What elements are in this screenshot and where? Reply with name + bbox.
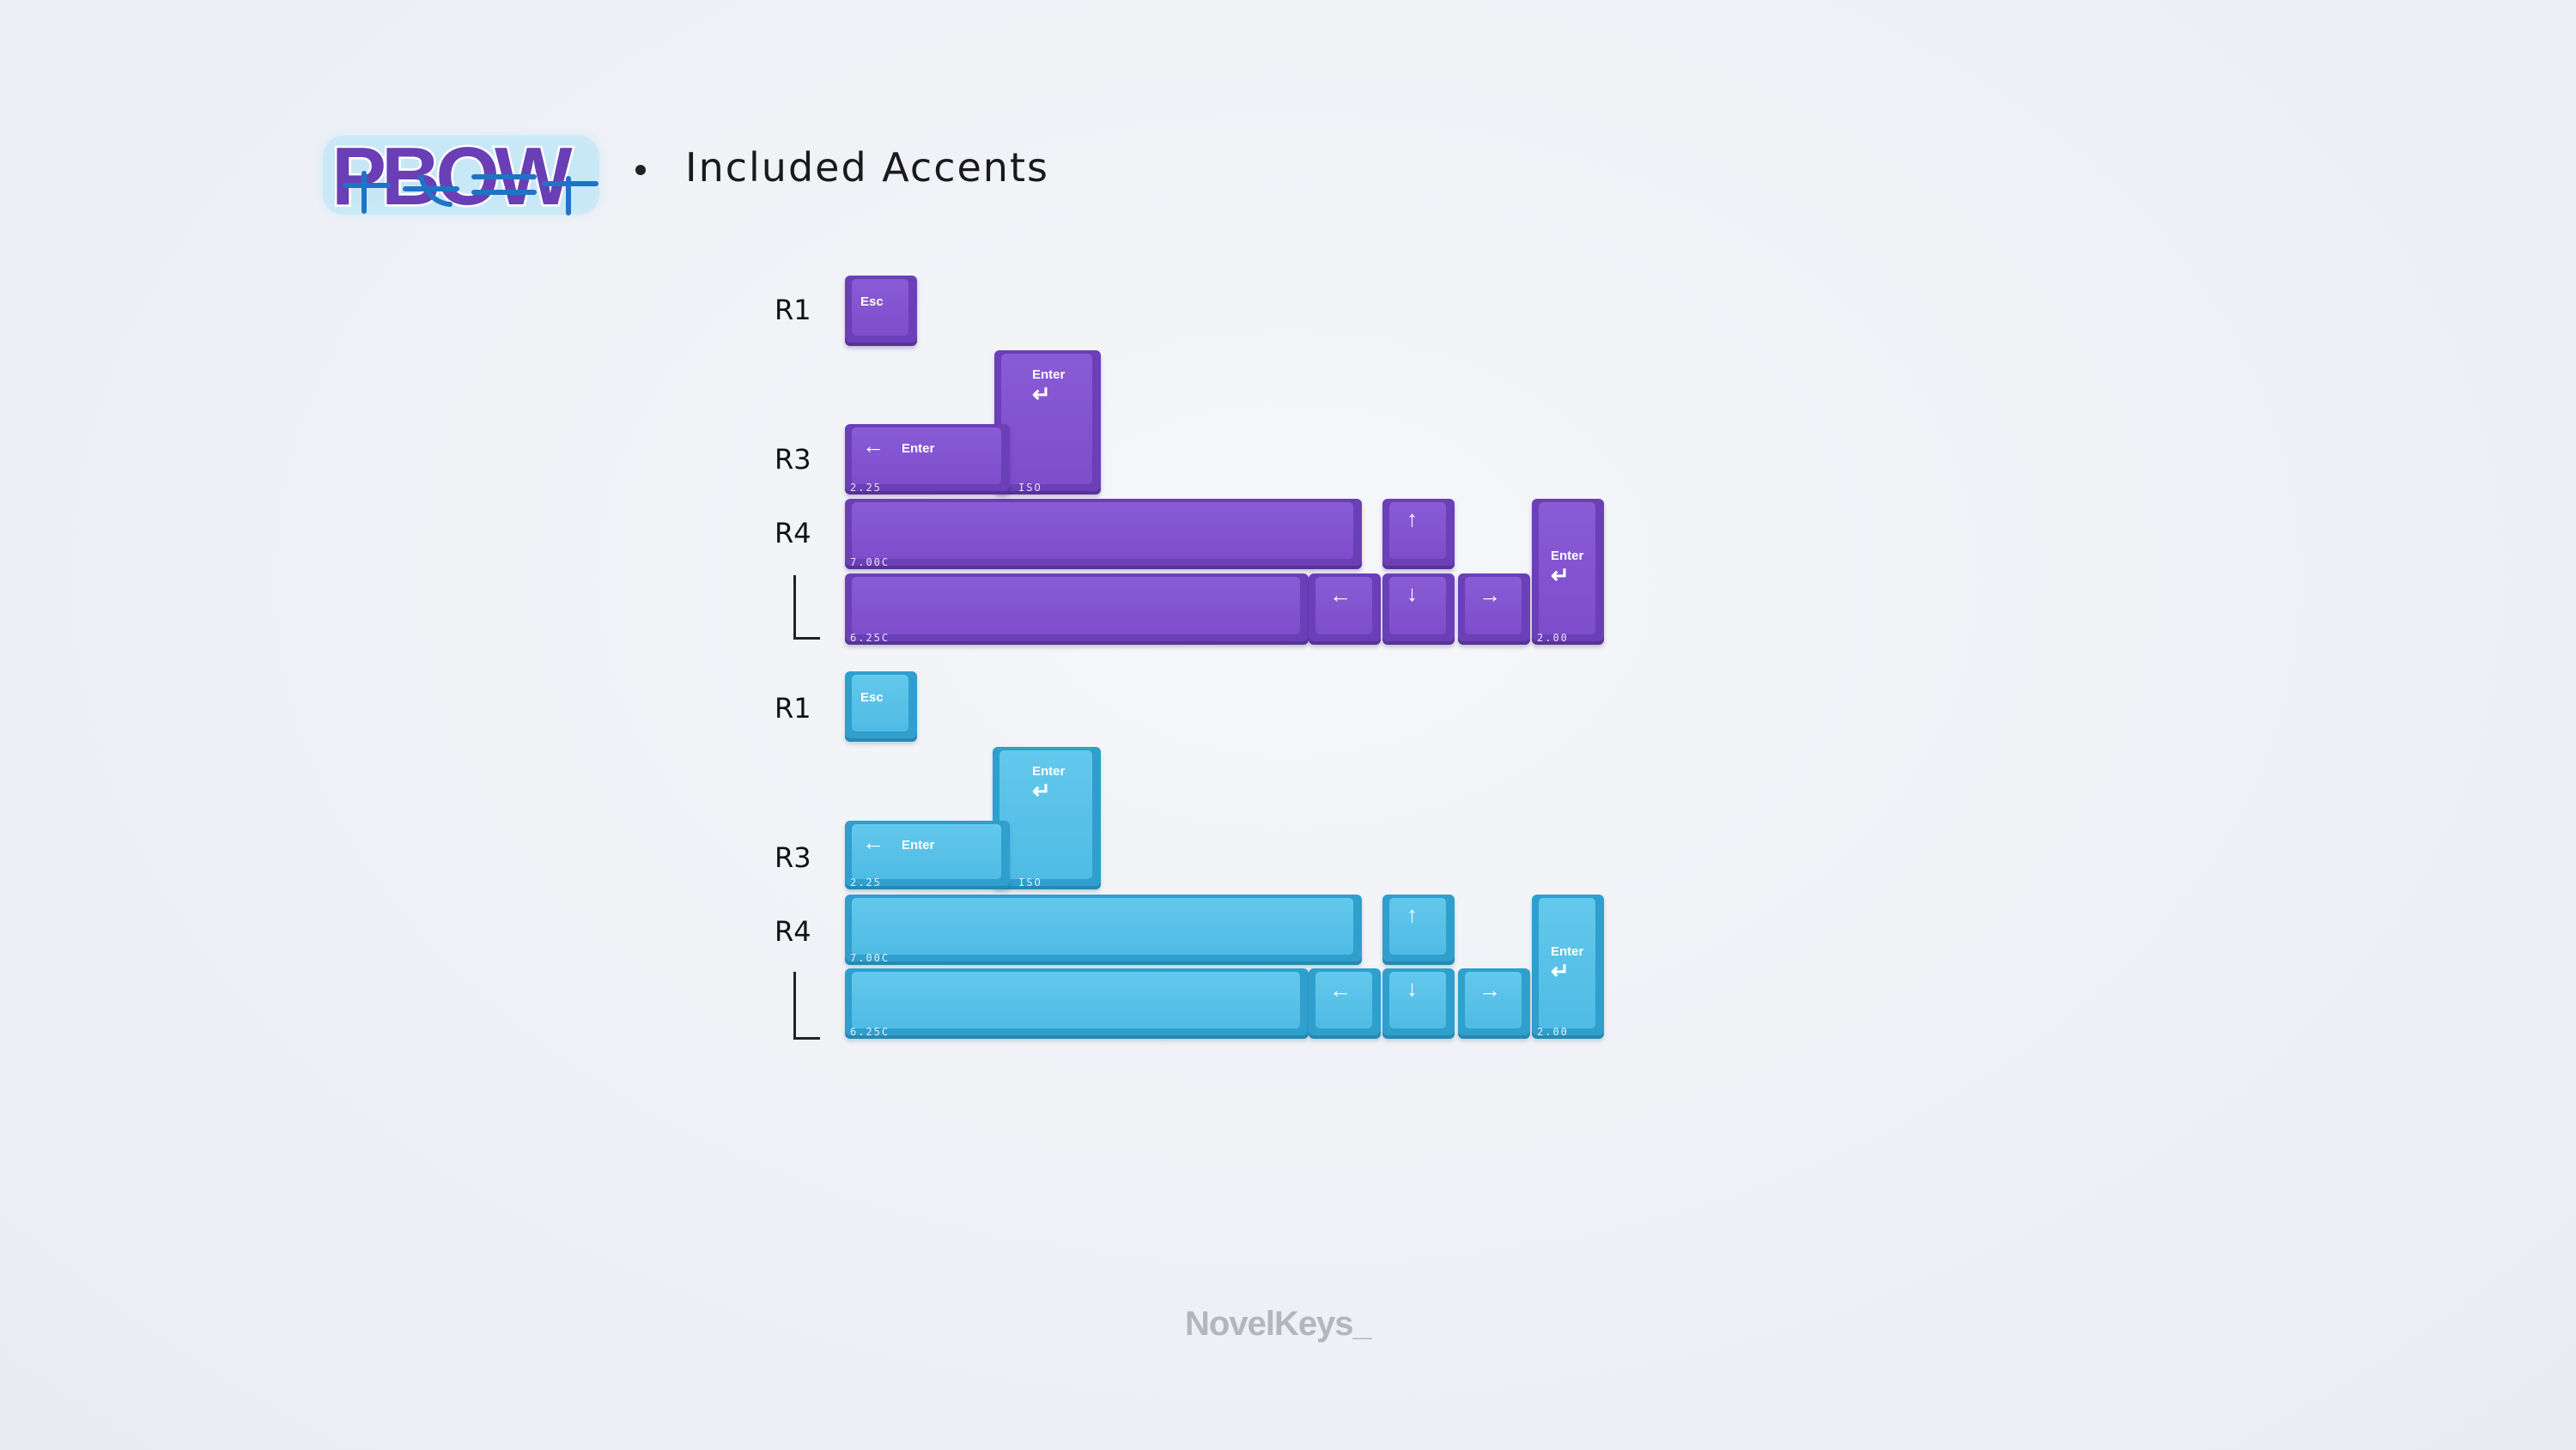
enter-200-key: Enter ↵ 2.00: [1532, 499, 1604, 645]
left-arrow-icon: ←: [1329, 582, 1352, 608]
page-title: Included Accents: [685, 144, 1049, 191]
iso-enter-key: Enter ↵ ISO: [994, 350, 1101, 494]
key-legend: Enter: [1551, 549, 1584, 563]
key-legend: Enter: [1032, 367, 1066, 382]
bullet: [635, 165, 646, 175]
row-label-r4: R4: [775, 915, 811, 948]
enter-225-key: ← Enter 2.25: [845, 424, 1010, 494]
spacebar-625-key: 6.25C: [845, 968, 1309, 1039]
down-arrow-icon: ↓: [1406, 580, 1418, 606]
right-arrow-key: →: [1458, 968, 1530, 1039]
left-arrow-key: ←: [1309, 968, 1381, 1039]
key-legend: Enter: [1551, 944, 1584, 959]
left-arrow-icon: ←: [1329, 977, 1352, 1003]
key-size-label: 6.25C: [850, 632, 890, 644]
key-size-label: 2.25: [850, 482, 882, 494]
return-arrow-icon: ←: [862, 829, 884, 855]
up-arrow-key: ↑: [1382, 499, 1455, 569]
row-label-r3: R3: [775, 443, 811, 476]
key-size-label: 2.00: [1537, 632, 1569, 644]
return-arrow-icon: ↵: [1551, 958, 1570, 984]
row-label-r3: R3: [775, 841, 811, 874]
key-size-label: 2.00: [1537, 1026, 1569, 1038]
spacebar-700-key: 7.00C: [845, 895, 1362, 965]
key-legend: Enter: [1032, 764, 1066, 779]
up-arrow-icon: ↑: [1406, 901, 1418, 927]
key-size-label: 6.25C: [850, 1026, 890, 1038]
right-arrow-key: →: [1458, 573, 1530, 645]
key-size-label: ISO: [1018, 877, 1042, 889]
left-arrow-key: ←: [1309, 573, 1381, 645]
row-label-r1: R1: [775, 692, 811, 725]
pbow-logo: PBOW: [319, 129, 603, 225]
up-arrow-icon: ↑: [1406, 506, 1418, 531]
iso-enter-key: Enter ↵ ISO: [993, 747, 1101, 889]
svg-text:PBOW: PBOW: [331, 130, 573, 222]
key-size-label: 2.25: [850, 877, 882, 889]
row-label-r1: R1: [775, 294, 811, 326]
key-size-label: 7.00C: [850, 952, 890, 964]
right-arrow-icon: →: [1479, 977, 1501, 1003]
key-legend: Esc: [860, 690, 884, 705]
row-bracket: [793, 972, 820, 1040]
key-size-label: 7.00C: [850, 556, 890, 568]
right-arrow-icon: →: [1479, 582, 1501, 608]
return-arrow-icon: ←: [862, 433, 884, 458]
enter-225-key: ← Enter 2.25: [845, 821, 1010, 889]
down-arrow-key: ↓: [1382, 573, 1455, 645]
spacebar-700-key: 7.00C: [845, 499, 1362, 569]
down-arrow-icon: ↓: [1406, 975, 1418, 1001]
key-legend: Enter: [902, 838, 935, 852]
esc-key: Esc: [845, 276, 917, 346]
pbow-logo-graphic: PBOW: [323, 129, 599, 225]
enter-200-key: Enter ↵ 2.00: [1532, 895, 1604, 1039]
key-size-label: ISO: [1018, 482, 1042, 494]
esc-key: Esc: [845, 671, 917, 742]
up-arrow-key: ↑: [1382, 895, 1455, 965]
key-legend: Enter: [902, 441, 935, 456]
spacebar-625-key: 6.25C: [845, 573, 1309, 645]
row-label-r4: R4: [775, 517, 811, 549]
novelkeys-brand: NovelKeys_: [1185, 1305, 1372, 1343]
return-arrow-icon: ↵: [1551, 562, 1570, 588]
return-arrow-icon: ↵: [1032, 778, 1051, 804]
key-legend: Esc: [860, 294, 884, 309]
row-bracket: [793, 575, 820, 640]
return-arrow-icon: ↵: [1032, 381, 1051, 407]
down-arrow-key: ↓: [1382, 968, 1455, 1039]
